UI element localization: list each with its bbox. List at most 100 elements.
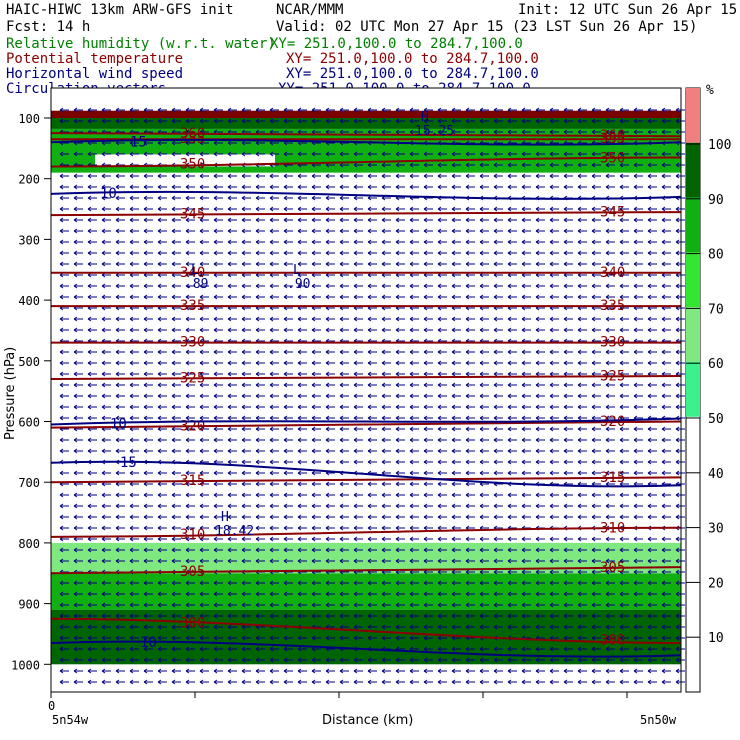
wind-vector-head <box>521 613 526 619</box>
wind-vector-head <box>213 613 218 619</box>
wind-vector-head <box>185 448 190 454</box>
wind-vector-head <box>465 613 470 619</box>
wind-vector-head <box>521 404 526 410</box>
theta-label: 305 <box>600 560 625 576</box>
wind-vector-head <box>507 470 512 476</box>
wind-vector-head <box>255 261 260 267</box>
wind-vector-head <box>521 316 526 322</box>
wind-vector-head <box>563 646 568 652</box>
wind-vector-head <box>661 206 666 212</box>
wind-vector-head <box>423 503 428 509</box>
wind-vector-head <box>311 481 316 487</box>
wind-vector-head <box>325 250 330 256</box>
wind-vector-head <box>395 492 400 498</box>
wind-vector-head <box>619 547 624 553</box>
wind-vector-head <box>87 415 92 421</box>
wind-vector-head <box>297 415 302 421</box>
wind-vector-head <box>577 382 582 388</box>
wind-vector-head <box>577 657 582 663</box>
wind-vector-head <box>73 360 78 366</box>
wind-vector-head <box>563 294 568 300</box>
wind-vector-head <box>535 580 540 586</box>
wind-vector-head <box>409 459 414 465</box>
wind-vector-head <box>325 184 330 190</box>
wind-vector-head <box>493 657 498 663</box>
wind-vector-head <box>423 294 428 300</box>
wind-vector-head <box>451 228 456 234</box>
wind-vector-head <box>409 679 414 685</box>
wind-vector-head <box>395 294 400 300</box>
wind-vector-head <box>409 382 414 388</box>
wind-vector-head <box>59 547 64 553</box>
wind-vector-head <box>157 404 162 410</box>
wind-vector-head <box>353 514 358 520</box>
wind-vector-head <box>101 470 106 476</box>
wind-vector-head <box>157 514 162 520</box>
wind-vector-head <box>437 349 442 355</box>
wind-vector-head <box>311 228 316 234</box>
extremum-value: .89 <box>185 277 208 292</box>
wind-vector-head <box>339 591 344 597</box>
wind-vector-head <box>269 437 274 443</box>
wind-vector-head <box>451 217 456 223</box>
wind-vector-head <box>507 239 512 245</box>
wind-vector-head <box>563 206 568 212</box>
wind-vector-head <box>157 613 162 619</box>
wind-vector-head <box>451 668 456 674</box>
wind-vector-head <box>73 382 78 388</box>
wind-vector-head <box>465 371 470 377</box>
wind-vector-head <box>283 492 288 498</box>
wind-vector-head <box>647 503 652 509</box>
wind-vector-head <box>521 129 526 135</box>
wind-vector-head <box>647 261 652 267</box>
wind-vector-head <box>563 217 568 223</box>
wind-vector-head <box>73 624 78 630</box>
wind-vector-head <box>339 206 344 212</box>
wind-vector-head <box>563 151 568 157</box>
wind-vector-head <box>381 261 386 267</box>
y-tick-label: 300 <box>18 233 40 247</box>
wind-vector-head <box>353 668 358 674</box>
wind-vector-head <box>633 646 638 652</box>
wind-vector-head <box>171 250 176 256</box>
wind-vector-head <box>185 217 190 223</box>
x-end-label: 5n50w <box>640 713 677 727</box>
wind-vector-head <box>199 228 204 234</box>
wind-vector-head <box>423 371 428 377</box>
wind-vector-head <box>73 283 78 289</box>
wind-vector-head <box>171 437 176 443</box>
wind-vector-head <box>171 140 176 146</box>
wind-vector-head <box>339 217 344 223</box>
wind-vector-head <box>129 624 134 630</box>
wind-vector-head <box>157 602 162 608</box>
wind-vector-head <box>367 492 372 498</box>
wind-vector-head <box>661 448 666 454</box>
wind-vector-head <box>241 173 246 179</box>
wind-vector-head <box>591 162 596 168</box>
wind-vector-head <box>283 415 288 421</box>
wind-vector-head <box>311 547 316 553</box>
wind-vector-head <box>381 635 386 641</box>
wind-vector-head <box>227 173 232 179</box>
wind-vector-head <box>549 536 554 542</box>
wind-vector-head <box>59 635 64 641</box>
wind-vector-head <box>619 173 624 179</box>
theta-label: 315 <box>600 470 625 486</box>
wind-vector-head <box>129 250 134 256</box>
wind-vector-head <box>101 668 106 674</box>
wind-vector-head <box>367 184 372 190</box>
wind-vector-head <box>171 151 176 157</box>
wind-vector-head <box>199 404 204 410</box>
wind-vector-head <box>507 591 512 597</box>
wind-vector-head <box>143 316 148 322</box>
wind-vector-head <box>423 404 428 410</box>
wind-vector-head <box>577 162 582 168</box>
wind-vector-head <box>339 118 344 124</box>
wind-vector-head <box>493 129 498 135</box>
wind-vector-head <box>213 481 218 487</box>
wind-vector-head <box>493 459 498 465</box>
wind-vector-head <box>269 250 274 256</box>
wind-vector-head <box>633 283 638 289</box>
wind-vector-head <box>451 393 456 399</box>
wind-vector-head <box>129 503 134 509</box>
